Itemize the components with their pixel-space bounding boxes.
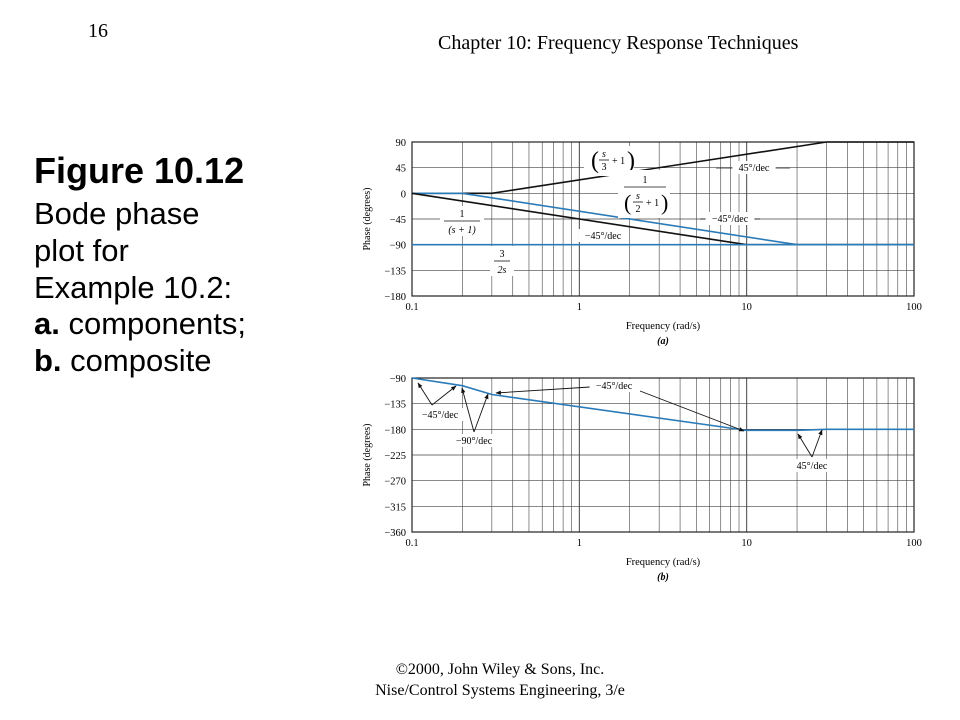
fraction-numerator: 1 xyxy=(643,175,648,186)
x-tick-label: 10 xyxy=(741,538,752,549)
plus-one: + 1 xyxy=(646,198,659,209)
y-tick-label: −135 xyxy=(384,266,406,277)
caption-line-3: Example 10.2: xyxy=(34,269,233,305)
x-tick-label: 100 xyxy=(906,538,922,549)
plus-one: + 1 xyxy=(612,156,625,167)
y-tick-label: 45 xyxy=(396,164,407,175)
label-backdrop xyxy=(732,161,776,174)
footer-book: Nise/Control Systems Engineering, 3/e xyxy=(375,681,625,699)
caption-line-2: plot for xyxy=(34,233,129,269)
slope-label: −45°/dec xyxy=(596,381,633,392)
slope-annotation-a-2: −45°/dec xyxy=(578,229,628,242)
caption-item-b: b. composite xyxy=(34,343,334,380)
paren-left: ( xyxy=(624,190,631,215)
slope-annotation-a-0: 45°/dec xyxy=(716,161,790,174)
x-tick-label: 0.1 xyxy=(405,538,418,549)
panel-label: (a) xyxy=(657,336,669,347)
y-tick-label: −135 xyxy=(384,400,406,411)
x-tick-label: 1 xyxy=(577,538,582,549)
figure-caption: Figure 10.12 Bode phase plot for Example… xyxy=(34,150,334,379)
label-3-over-2s: 32s xyxy=(490,246,514,276)
paren-right: ) xyxy=(627,148,635,174)
y-tick-label: −180 xyxy=(384,292,406,303)
caption-item-a: a. components; xyxy=(34,306,334,343)
fraction-denominator: 2s xyxy=(498,265,507,276)
label-1-over-s2-plus-1: 1 ( s 2 + 1) xyxy=(618,170,670,218)
y-tick-label: −180 xyxy=(384,425,406,436)
caption-item-a-text: components; xyxy=(59,306,246,342)
y-tick-label: 90 xyxy=(396,138,407,149)
label-1-over-s-plus-1: 1 (s + 1) xyxy=(440,206,484,236)
y-tick-label: −45 xyxy=(390,215,406,226)
y-tick-label: −315 xyxy=(384,502,406,513)
footer: ©2000, John Wiley & Sons, Inc. Nise/Cont… xyxy=(300,660,700,702)
slope-label: −45°/dec xyxy=(712,214,749,225)
caption-item-b-text: composite xyxy=(61,342,212,378)
arrow-annotation-b-2a xyxy=(495,386,591,395)
arrow-annotation-b-0a xyxy=(417,382,433,406)
x-tick-label: 0.1 xyxy=(405,302,418,313)
figure-label: Figure 10.12 xyxy=(34,150,245,191)
fraction-numerator: 1 xyxy=(460,209,465,220)
arrow-annotation-b-2b xyxy=(639,390,745,432)
arrow-annotation-b-1b xyxy=(473,393,489,433)
series-line-b-0 xyxy=(411,377,914,432)
slope-label: −45°/dec xyxy=(422,410,459,421)
caption-item-b-letter: b. xyxy=(34,342,62,378)
slope-annotation-b-3: 45°/dec xyxy=(790,459,834,472)
x-tick-label: 100 xyxy=(906,302,922,313)
label-backdrop xyxy=(578,229,628,242)
chapter-header: Chapter 10: Frequency Response Technique… xyxy=(438,32,799,54)
slope-label: −45°/dec xyxy=(585,231,622,242)
slope-label: −90°/dec xyxy=(456,436,493,447)
slope-annotation-b-0: −45°/dec xyxy=(415,408,465,421)
label-backdrop xyxy=(790,459,834,472)
fraction-numerator: s xyxy=(602,149,606,160)
slope-label: 45°/dec xyxy=(739,163,770,174)
fraction-numerator: 3 xyxy=(500,249,505,260)
arrow-annotation-b-1a xyxy=(461,387,475,433)
fraction-denominator: 2 xyxy=(636,204,641,215)
y-tick-label: 0 xyxy=(401,189,406,200)
caption-item-a-letter: a. xyxy=(34,306,60,342)
paren-right: ) xyxy=(661,190,668,215)
slope-annotation-b-1: −90°/dec xyxy=(449,434,499,447)
y-tick-label: −225 xyxy=(384,451,406,462)
label-backdrop xyxy=(705,212,755,225)
arrow-annotation-b-0b xyxy=(431,385,457,406)
caption-line-1: Bode phase xyxy=(34,196,200,232)
slope-label: 45°/dec xyxy=(797,461,828,472)
x-axis-label: Frequency (rad/s) xyxy=(626,321,701,332)
slope-annotation-b-2: −45°/dec xyxy=(589,379,639,392)
slope-annotation-a-1: −45°/dec xyxy=(700,212,760,225)
label-backdrop xyxy=(618,170,670,218)
plot-frame xyxy=(411,141,915,297)
x-tick-label: 1 xyxy=(577,302,582,313)
label-backdrop xyxy=(589,379,639,392)
y-tick-label: −360 xyxy=(384,528,406,539)
fraction-numerator: s xyxy=(636,191,640,202)
paren-left: ( xyxy=(591,148,599,174)
footer-copyright: ©2000, John Wiley & Sons, Inc. xyxy=(395,661,605,678)
fraction-denominator: (s + 1) xyxy=(448,225,476,236)
y-tick-label: −90 xyxy=(390,241,406,252)
fraction-denominator: 3 xyxy=(602,162,607,173)
label-backdrop xyxy=(449,434,499,447)
label-backdrop xyxy=(415,408,465,421)
y-tick-label: −90 xyxy=(390,374,406,385)
arrow-annotation-b-3b xyxy=(811,429,823,458)
arrow-annotation-b-3a xyxy=(797,433,813,458)
y-axis-label: Phase (degrees) xyxy=(362,423,373,486)
panel-label: (b) xyxy=(657,572,669,583)
y-tick-label: −270 xyxy=(384,477,406,488)
plot-frame xyxy=(411,377,915,533)
x-axis-label: Frequency (rad/s) xyxy=(626,557,701,568)
page-number: 16 xyxy=(88,20,108,42)
y-axis-label: Phase (degrees) xyxy=(362,187,373,250)
x-tick-label: 10 xyxy=(741,302,752,313)
